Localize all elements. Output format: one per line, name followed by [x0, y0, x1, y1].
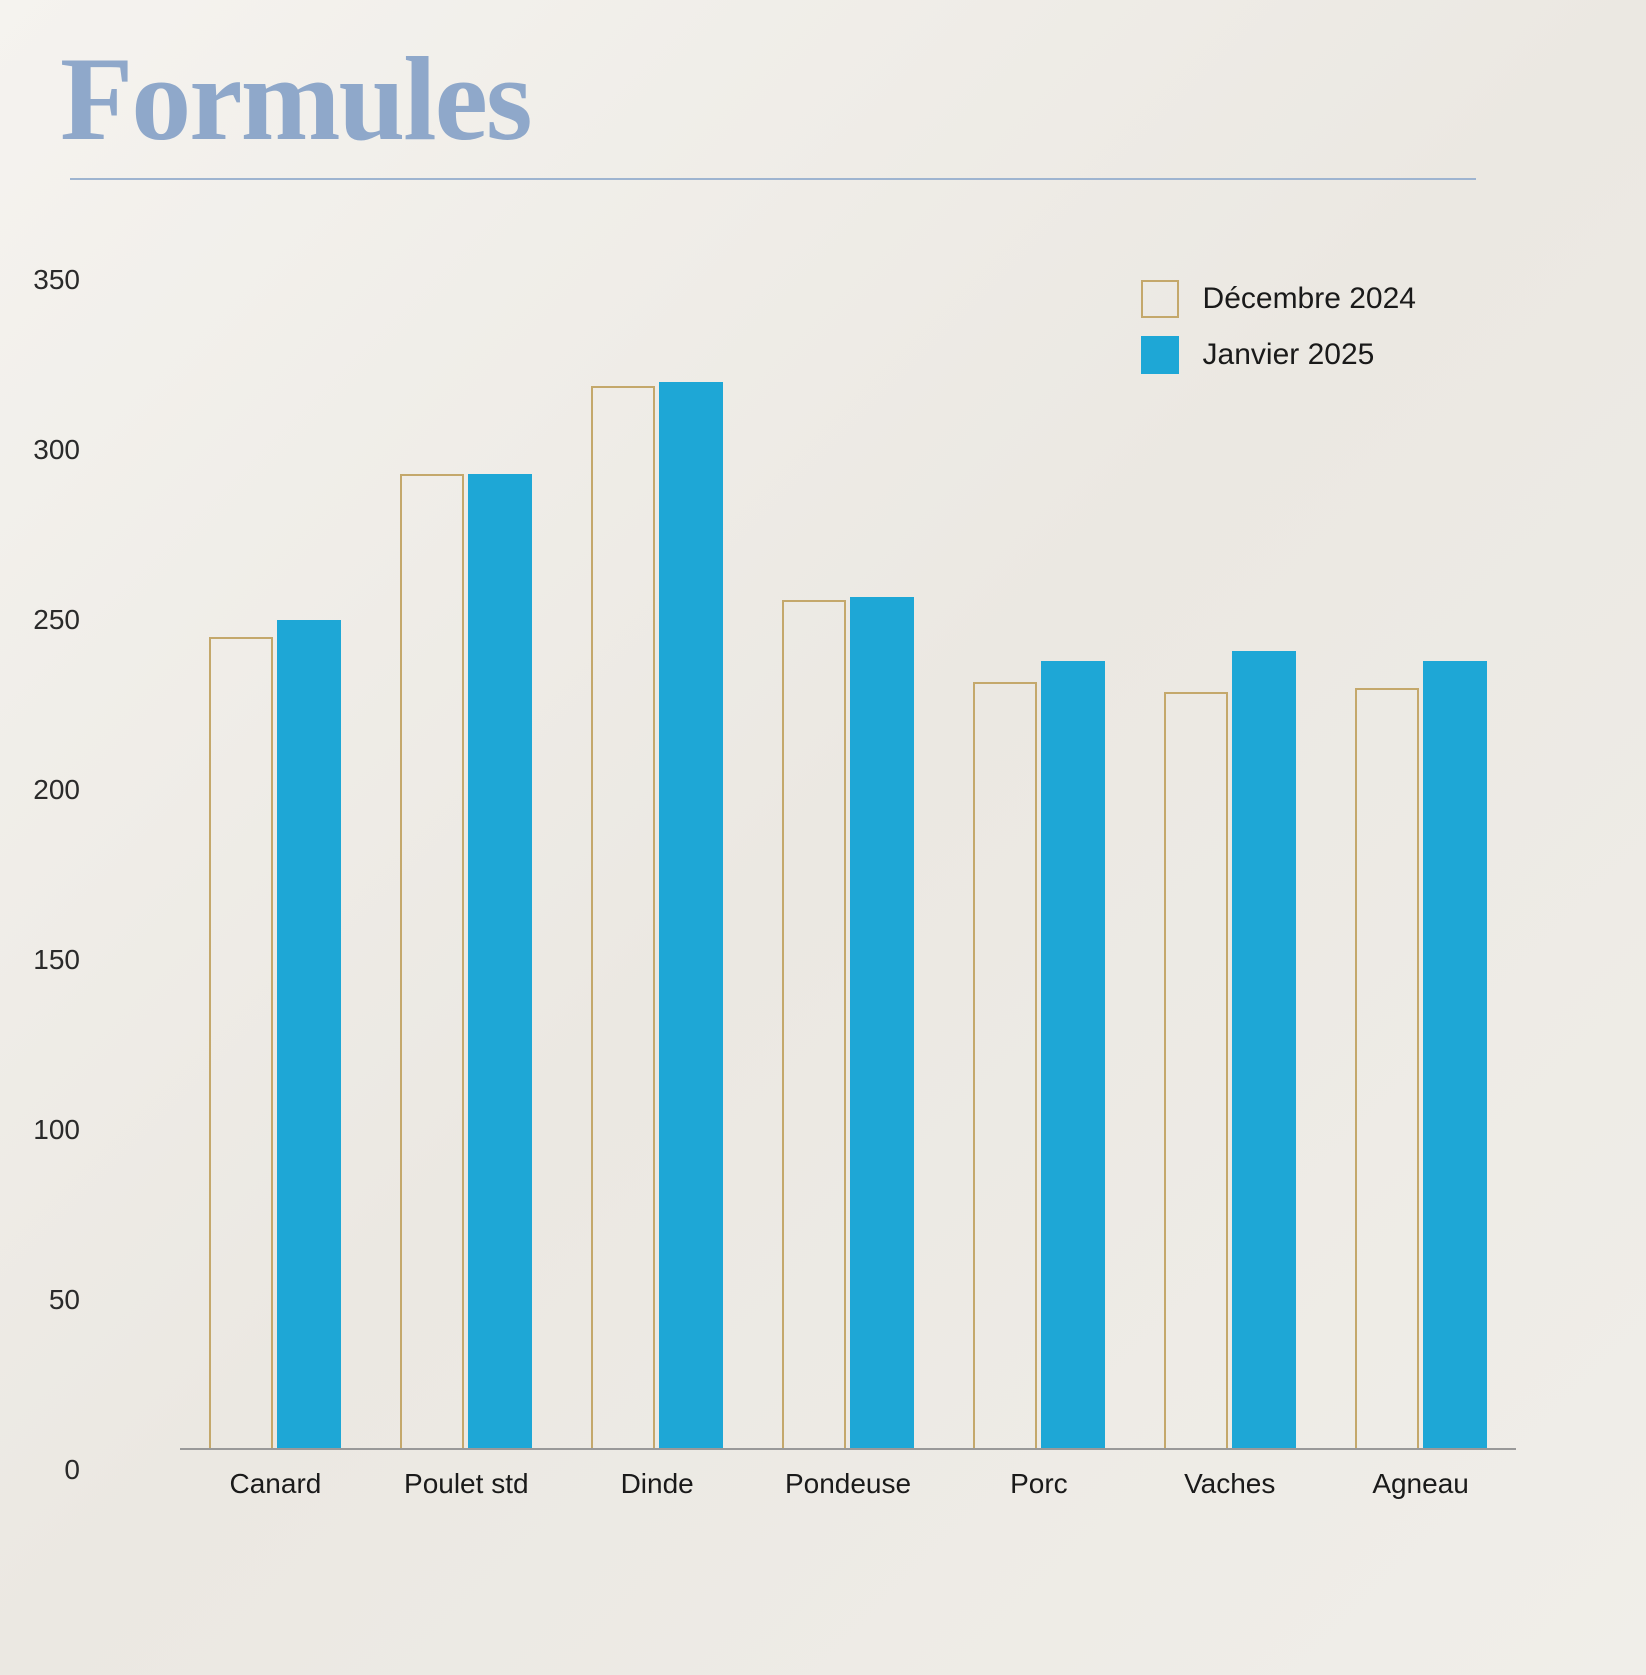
plot-area: [180, 260, 1516, 1450]
bar-group: [1325, 661, 1516, 1450]
formules-bar-chart: Décembre 2024 Janvier 2025 0501001502002…: [90, 240, 1536, 1520]
bar-dec2024: [1355, 688, 1419, 1450]
x-tick-label: Poulet std: [371, 1468, 562, 1500]
x-tick-label: Vaches: [1134, 1468, 1325, 1500]
bar-jan2025: [1423, 661, 1487, 1450]
bar-group: [753, 597, 944, 1450]
x-axis-line: [180, 1448, 1516, 1450]
bar-jan2025: [277, 620, 341, 1450]
x-tick-label: Canard: [180, 1468, 371, 1500]
bar-dec2024: [591, 386, 655, 1450]
title-divider: [70, 178, 1476, 180]
bar-dec2024: [1164, 692, 1228, 1450]
y-axis: 050100150200250300350: [90, 260, 180, 1450]
x-tick-label: Agneau: [1325, 1468, 1516, 1500]
y-tick-label: 300: [0, 434, 80, 466]
y-tick-label: 250: [0, 604, 80, 636]
bar-group: [1134, 651, 1325, 1450]
y-tick-label: 100: [0, 1114, 80, 1146]
x-tick-label: Porc: [943, 1468, 1134, 1500]
bar-group: [180, 620, 371, 1450]
bar-jan2025: [1232, 651, 1296, 1450]
bar-dec2024: [782, 600, 846, 1450]
y-tick-label: 0: [0, 1454, 80, 1486]
bar-group: [371, 474, 562, 1450]
bars-area: [180, 260, 1516, 1450]
bar-dec2024: [209, 637, 273, 1450]
x-axis-labels: CanardPoulet stdDindePondeusePorcVachesA…: [180, 1468, 1516, 1500]
y-tick-label: 200: [0, 774, 80, 806]
bar-dec2024: [400, 474, 464, 1450]
y-tick-label: 350: [0, 264, 80, 296]
bar-group: [562, 382, 753, 1450]
y-tick-label: 50: [0, 1284, 80, 1316]
bar-group: [943, 661, 1134, 1450]
x-tick-label: Dinde: [562, 1468, 753, 1500]
bar-jan2025: [468, 474, 532, 1450]
bar-jan2025: [850, 597, 914, 1450]
x-tick-label: Pondeuse: [753, 1468, 944, 1500]
bar-jan2025: [659, 382, 723, 1450]
bar-jan2025: [1041, 661, 1105, 1450]
page-title: Formules: [60, 30, 1596, 168]
y-tick-label: 150: [0, 944, 80, 976]
bar-dec2024: [973, 682, 1037, 1450]
